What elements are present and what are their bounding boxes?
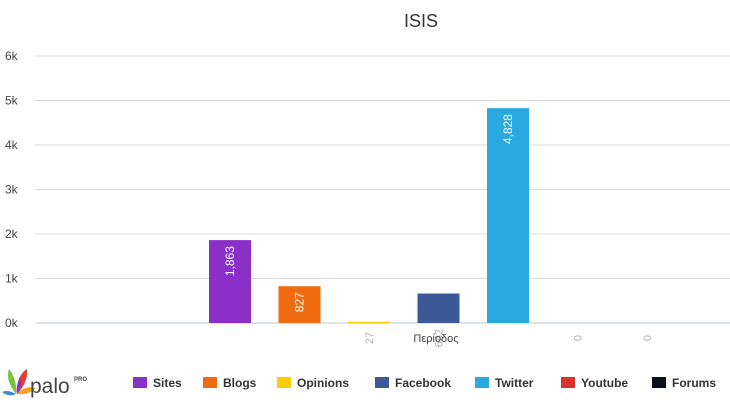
palo-logo: palo PRO xyxy=(2,369,87,398)
bars xyxy=(209,108,529,324)
y-tick-label: 3k xyxy=(5,183,19,197)
legend-swatch xyxy=(652,377,666,388)
legend-swatch xyxy=(561,377,575,388)
bar-blogs[interactable] xyxy=(278,286,321,323)
legend-item-facebook[interactable]: Facebook xyxy=(375,376,451,390)
legend-swatch xyxy=(277,377,291,388)
legend-label: Forums xyxy=(672,376,716,390)
bar-facebook[interactable] xyxy=(417,293,460,323)
legend-label: Facebook xyxy=(395,376,451,390)
bar-opinions[interactable] xyxy=(348,321,390,323)
legend-item-twitter[interactable]: Twitter xyxy=(475,376,534,390)
bar-twitter[interactable] xyxy=(487,108,529,324)
y-tick-label: 6k xyxy=(5,49,19,63)
data-label-blogs: 827 xyxy=(293,292,307,312)
legend-swatch xyxy=(375,377,389,388)
data-labels: 1,863 827 27 662 4,828 0 0 xyxy=(223,114,654,347)
legend-swatch xyxy=(133,377,147,388)
data-label-opinions: 27 xyxy=(364,332,376,344)
legend-label: Youtube xyxy=(581,376,628,390)
data-label-sites: 1,863 xyxy=(223,246,237,276)
legend-swatch xyxy=(203,377,217,388)
legend-item-sites[interactable]: Sites xyxy=(133,376,182,390)
data-label-twitter: 4,828 xyxy=(501,114,515,144)
legend-item-blogs[interactable]: Blogs xyxy=(203,376,257,390)
legend-swatch xyxy=(475,377,489,388)
y-axis: 0k 1k 2k 3k 4k 5k 6k xyxy=(5,49,19,330)
logo-tier: PRO xyxy=(74,377,87,383)
y-tick-label: 5k xyxy=(5,94,19,108)
data-label-facebook: 662 xyxy=(434,329,446,347)
y-tick-label: 2k xyxy=(5,227,19,241)
bar-sites[interactable] xyxy=(209,240,251,323)
y-tick-label: 1k xyxy=(5,272,19,286)
chart-title: ISIS xyxy=(404,11,438,31)
y-tick-label: 0k xyxy=(5,316,19,330)
data-label-youtube: 0 xyxy=(573,335,585,341)
x-axis-label: Περίοδος xyxy=(413,333,458,345)
legend-label: Sites xyxy=(153,376,182,390)
legend-label: Opinions xyxy=(297,376,349,390)
legend-item-opinions[interactable]: Opinions xyxy=(277,376,349,390)
legend: Sites Blogs Opinions Facebook Twitter Youtube… xyxy=(133,376,716,390)
data-label-forums: 0 xyxy=(642,335,654,341)
y-tick-label: 4k xyxy=(5,138,19,152)
logo-wordmark: palo xyxy=(30,375,70,398)
legend-label: Twitter xyxy=(495,376,534,390)
legend-item-forums[interactable]: Forums xyxy=(652,376,716,390)
legend-item-youtube[interactable]: Youtube xyxy=(561,376,628,390)
leaf-icon xyxy=(2,369,36,396)
gridlines xyxy=(35,55,730,324)
legend-label: Blogs xyxy=(223,376,257,390)
